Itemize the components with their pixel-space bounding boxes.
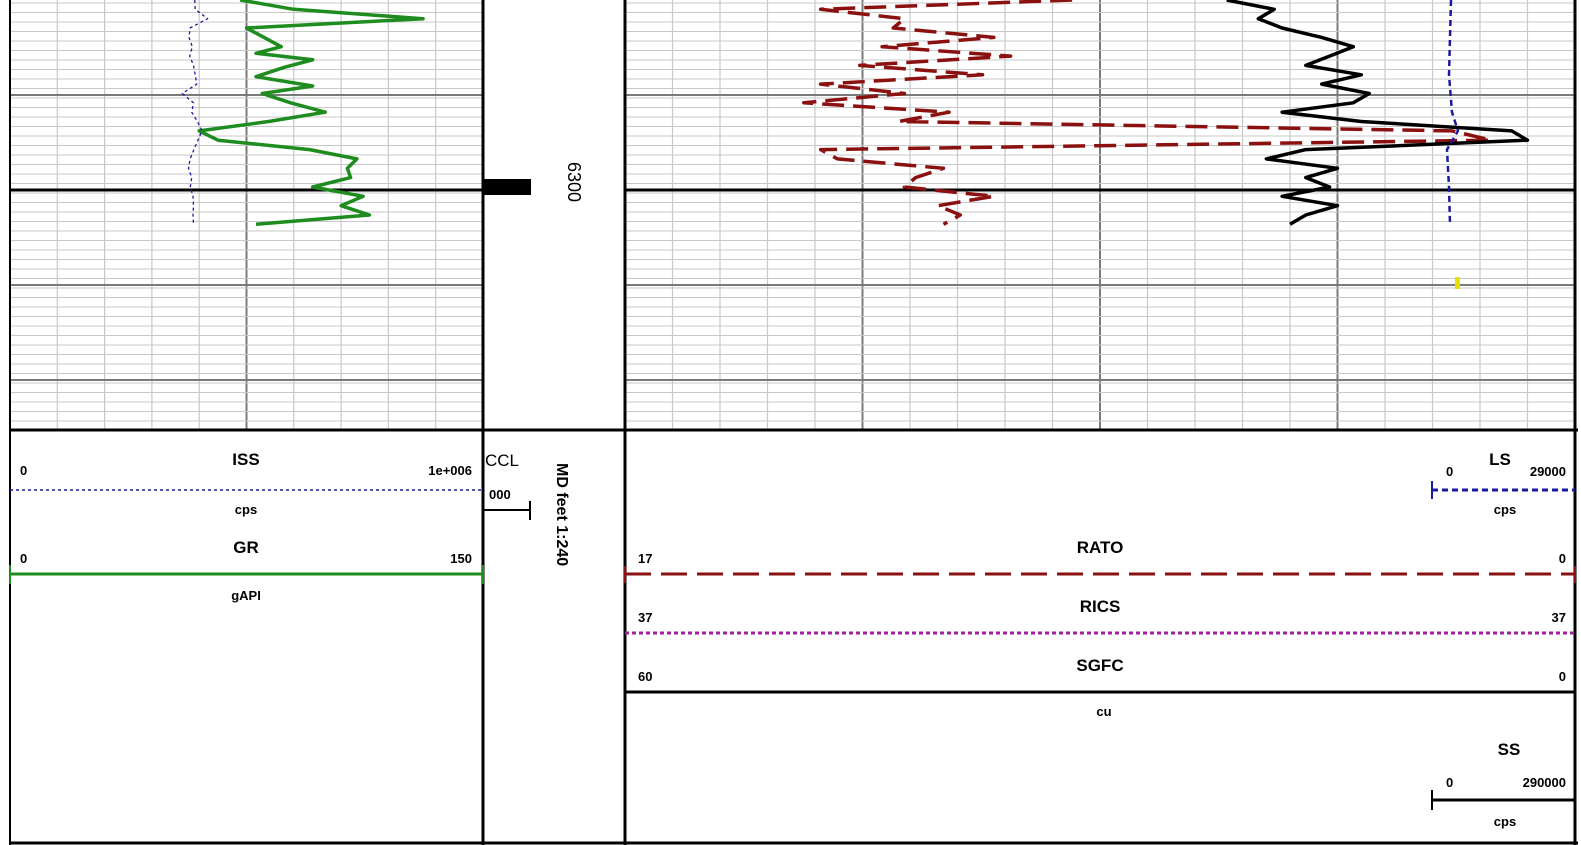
header-track2: LS 0 29000 cps RATO 17 0 RICS 37 37 SGFC… bbox=[624, 450, 1576, 829]
ls-left-scale: 0 bbox=[1446, 464, 1453, 479]
iss-curve bbox=[181, 0, 209, 225]
rics-title: RICS bbox=[1080, 597, 1121, 616]
ss-right-scale: 290000 bbox=[1523, 775, 1566, 790]
gr-title: GR bbox=[233, 538, 259, 557]
sgfc-right-scale: 0 bbox=[1559, 669, 1566, 684]
ss-unit: cps bbox=[1494, 814, 1516, 829]
sgfc-unit: cu bbox=[1096, 704, 1111, 719]
ccl-marker bbox=[483, 179, 531, 195]
rics-left-scale: 37 bbox=[638, 610, 652, 625]
ss-title: SS bbox=[1498, 740, 1521, 759]
iss-left-scale: 0 bbox=[20, 463, 27, 478]
frame bbox=[9, 0, 1578, 845]
gr-right-scale: 150 bbox=[450, 551, 472, 566]
gr-unit: gAPI bbox=[231, 588, 261, 603]
ls-curve bbox=[1445, 0, 1460, 225]
ls-unit: cps bbox=[1494, 502, 1516, 517]
track2-grid bbox=[625, 0, 1575, 430]
sgfc-left-scale: 60 bbox=[638, 669, 652, 684]
gr-left-scale: 0 bbox=[20, 551, 27, 566]
header-track1: ISS 0 1e+006 cps GR 0 150 gAPI bbox=[9, 450, 484, 603]
gr-curve bbox=[197, 0, 425, 227]
ls-highlight-marker bbox=[1455, 277, 1460, 289]
header-depth-track: CCL 000 MD feet 1:240 bbox=[483, 451, 570, 566]
ls-title: LS bbox=[1489, 450, 1511, 469]
rato-right-scale: 0 bbox=[1559, 551, 1566, 566]
ccl-scale-value: 000 bbox=[489, 487, 511, 502]
sgfc-curve bbox=[1226, 0, 1530, 226]
track1-grid bbox=[10, 0, 483, 430]
depth-label: 6300 bbox=[564, 162, 584, 202]
curves-layer bbox=[181, 0, 1530, 289]
iss-title: ISS bbox=[232, 450, 259, 469]
rics-right-scale: 37 bbox=[1552, 610, 1566, 625]
rato-curve bbox=[802, 0, 1493, 226]
ls-right-scale: 29000 bbox=[1530, 464, 1566, 479]
depth-scale-label: MD feet 1:240 bbox=[553, 463, 570, 566]
iss-unit: cps bbox=[235, 502, 257, 517]
rato-left-scale: 17 bbox=[638, 551, 652, 566]
ss-left-scale: 0 bbox=[1446, 775, 1453, 790]
iss-right-scale: 1e+006 bbox=[428, 463, 472, 478]
rato-title: RATO bbox=[1077, 538, 1124, 557]
ccl-title: CCL bbox=[485, 451, 519, 470]
sgfc-title: SGFC bbox=[1076, 656, 1123, 675]
